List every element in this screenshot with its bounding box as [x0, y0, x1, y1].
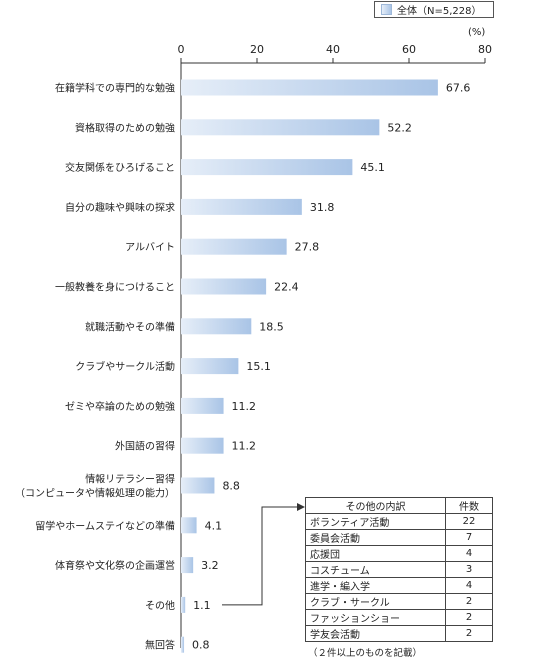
bar — [181, 596, 186, 613]
table-cell-count: 2 — [445, 625, 493, 642]
connector-line — [222, 506, 300, 606]
data-label: 27.8 — [295, 241, 320, 254]
table-cell-item: ボランティア活動 — [305, 513, 446, 530]
x-tick-label: 40 — [326, 43, 340, 56]
table-cell-count: 2 — [445, 593, 493, 610]
x-tick-label: 20 — [250, 43, 264, 56]
data-label: 0.8 — [192, 639, 210, 652]
data-label: 67.6 — [446, 82, 471, 95]
bar — [181, 477, 215, 494]
category-label: 外国語の習得 — [115, 440, 175, 453]
bar — [181, 278, 267, 295]
table-cell-item: 学友会活動 — [305, 625, 446, 642]
legend: 全体（N=5,228） — [374, 1, 494, 18]
table-row: 学友会活動 2 — [305, 625, 493, 642]
bar — [181, 517, 197, 534]
data-label: 4.1 — [205, 519, 223, 532]
footnote: （２件以上のものを記載） — [308, 648, 423, 659]
data-label: 11.2 — [232, 440, 257, 453]
bar — [181, 119, 380, 136]
table-row: ボランティア活動 22 — [305, 513, 493, 530]
data-label: 3.2 — [201, 559, 219, 572]
category-label: 留学やホームステイなどの準備 — [35, 519, 175, 532]
table-row: クラブ・サークル 2 — [305, 593, 493, 610]
data-label: 1.1 — [193, 599, 211, 612]
table-cell-item: コスチューム — [305, 561, 446, 578]
category-label: 無回答 — [145, 639, 175, 652]
data-label: 52.2 — [387, 121, 412, 134]
category-label: 交友関係をひろげること — [65, 161, 175, 174]
table-cell-count: 3 — [445, 561, 493, 578]
category-label: その他 — [145, 599, 175, 612]
table-cell-count: 2 — [445, 609, 493, 626]
table-cell-count: 4 — [445, 577, 493, 594]
bar — [181, 557, 194, 574]
category-label: 情報リテラシー習得 — [85, 473, 175, 486]
data-label: 8.8 — [222, 480, 240, 493]
table-row: 進学・編入学 4 — [305, 577, 493, 594]
category-label: 体育祭や文化祭の企画運営 — [55, 559, 175, 572]
other-breakdown-table: その他の内訳 件数 ボランティア活動 22 委員会活動 7 応援団 4 コスチューム 3 進学・… — [305, 497, 493, 642]
table-header-count: 件数 — [445, 497, 493, 514]
bar — [181, 358, 239, 375]
data-label: 11.2 — [232, 400, 257, 413]
bar — [181, 437, 224, 454]
legend-swatch — [381, 4, 392, 15]
category-label: アルバイト — [125, 242, 175, 254]
category-label: （コンピュータや情報処理の能力） — [15, 487, 175, 500]
table-row: ファッションショー 2 — [305, 609, 493, 626]
table-cell-count: 22 — [445, 513, 493, 530]
category-label: 一般教養を身につけること — [55, 281, 175, 294]
table-header-item: その他の内訳 — [305, 497, 446, 514]
bar — [181, 636, 185, 653]
data-label: 18.5 — [259, 320, 284, 333]
table-cell-item: ファッションショー — [305, 609, 446, 626]
bar — [181, 318, 252, 335]
x-tick-label: 0 — [178, 43, 185, 56]
unit-label: (%) — [468, 27, 486, 38]
data-label: 15.1 — [246, 360, 271, 373]
table-row: コスチューム 3 — [305, 561, 493, 578]
x-tick-label: 80 — [478, 43, 492, 56]
table-cell-item: クラブ・サークル — [305, 593, 446, 610]
bar — [181, 159, 353, 176]
category-label: 在籍学科での専門的な勉強 — [55, 82, 175, 95]
table-cell-item: 応援団 — [305, 545, 446, 562]
table-cell-item: 進学・編入学 — [305, 577, 446, 594]
data-label: 45.1 — [360, 161, 385, 174]
category-label: ゼミや卒論のための勉強 — [65, 400, 175, 413]
x-tick-label: 60 — [402, 43, 416, 56]
legend-label: 全体（N=5,228） — [397, 6, 482, 17]
table-header-row: その他の内訳 件数 — [305, 497, 493, 514]
bar — [181, 79, 438, 96]
table-row: 委員会活動 7 — [305, 529, 493, 546]
bar — [181, 238, 287, 255]
table-cell-count: 4 — [445, 545, 493, 562]
category-label: 自分の趣味や興味の探求 — [65, 201, 175, 214]
category-label: 資格取得のための勉強 — [75, 121, 175, 134]
connector-arrow-icon — [297, 503, 305, 511]
data-label: 31.8 — [310, 201, 335, 214]
bar — [181, 198, 302, 215]
category-label: 就職活動やその準備 — [85, 320, 175, 333]
data-label: 22.4 — [274, 281, 299, 294]
table-cell-item: 委員会活動 — [305, 529, 446, 546]
category-label: クラブやサークル活動 — [75, 360, 175, 373]
bar — [181, 397, 224, 414]
table-row: 応援団 4 — [305, 545, 493, 562]
table-cell-count: 7 — [445, 529, 493, 546]
